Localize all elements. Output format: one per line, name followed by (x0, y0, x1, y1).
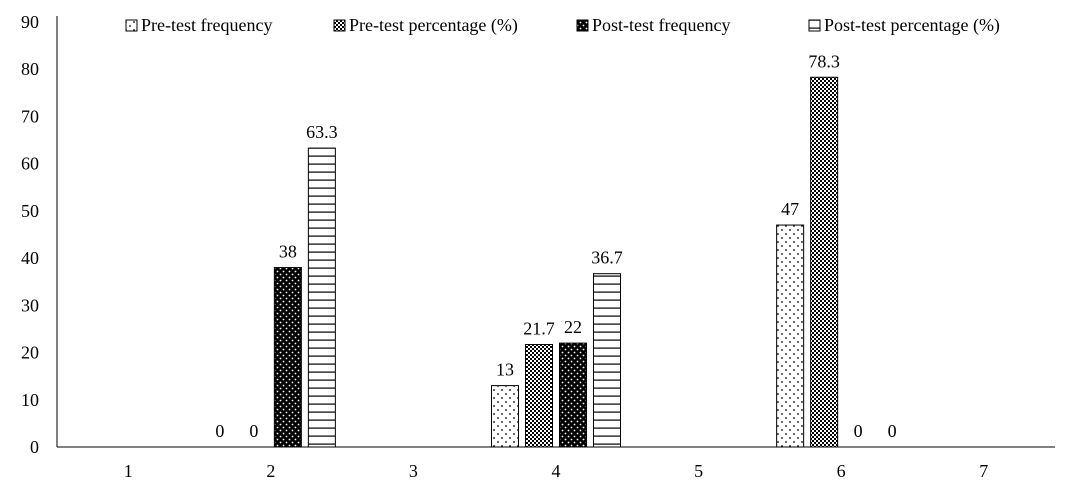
y-tick-label: 90 (21, 12, 39, 32)
bars (273, 76, 839, 448)
data-label: 78.3 (808, 51, 840, 71)
y-axis: 0 10 20 30 40 50 60 70 80 90 (21, 12, 58, 457)
legend-swatch (808, 19, 821, 32)
y-tick-label: 50 (21, 201, 39, 221)
x-tick-label: 4 (552, 461, 561, 481)
x-tick-label: 2 (266, 461, 275, 481)
data-label: 22 (564, 317, 582, 337)
y-tick-label: 80 (21, 59, 39, 79)
data-label: 0 (854, 421, 863, 441)
x-tick-label: 7 (979, 461, 988, 481)
y-tick-label: 40 (21, 248, 39, 268)
x-tick-label: 1 (124, 461, 133, 481)
legend-label: Post-test percentage (%) (824, 15, 1000, 36)
y-tick-label: 30 (21, 295, 39, 315)
data-labels: 0 13 47 0 21.7 78.3 38 22 0 63.3 36.7 0 (215, 51, 896, 441)
x-tick-label: 5 (694, 461, 703, 481)
bar-checker (525, 344, 553, 448)
legend: Pre-test frequency Pre-test percentage (%… (125, 15, 1000, 36)
y-tick-label: 0 (30, 437, 39, 457)
data-label: 0 (215, 421, 224, 441)
y-tick-label: 20 (21, 343, 39, 363)
y-tick-label: 70 (21, 106, 39, 126)
x-axis: 1 2 3 4 5 6 7 (57, 446, 1055, 481)
bar-hlines (307, 147, 336, 448)
legend-swatch (125, 19, 138, 32)
x-tick-label: 3 (409, 461, 418, 481)
legend-label: Post-test frequency (592, 15, 730, 35)
bar-dots (491, 385, 519, 448)
legend-swatch (576, 19, 589, 32)
x-tick-label: 6 (837, 461, 846, 481)
data-label: 63.3 (306, 122, 338, 142)
data-label: 36.7 (591, 248, 623, 268)
bar-hlines (593, 273, 621, 448)
bar-checker (810, 76, 839, 448)
data-label: 38 (279, 242, 297, 262)
bar-dark-dots (273, 267, 302, 448)
data-label: 21.7 (523, 319, 555, 339)
y-tick-label: 60 (21, 154, 39, 174)
bar-dots (776, 224, 805, 448)
legend-swatch (333, 19, 346, 32)
data-label: 0 (888, 421, 897, 441)
data-label: 0 (249, 421, 258, 441)
data-label: 13 (496, 360, 514, 380)
legend-label: Pre-test percentage (%) (349, 15, 518, 36)
legend-label: Pre-test frequency (141, 15, 272, 35)
bar-dark-dots (559, 342, 587, 448)
y-tick-label: 10 (21, 390, 39, 410)
data-label: 47 (781, 199, 799, 219)
